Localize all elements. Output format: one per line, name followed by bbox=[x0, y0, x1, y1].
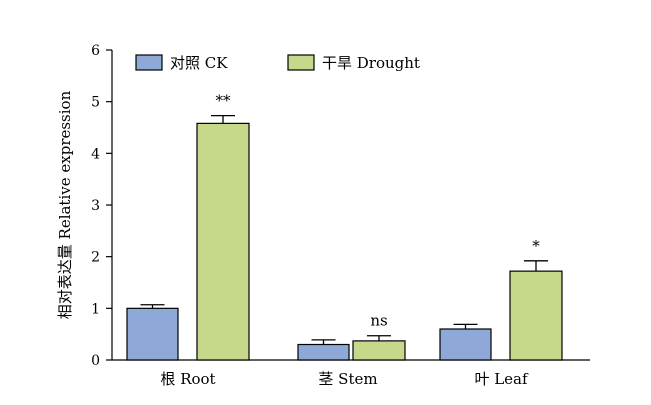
y-tick-label: 0 bbox=[91, 353, 100, 369]
legend-label: 对照 CK bbox=[170, 54, 228, 72]
x-tick-label: 根 Root bbox=[160, 370, 215, 388]
y-tick-label: 5 bbox=[91, 95, 100, 111]
y-axis-label: 相对表达量 Relative expression bbox=[56, 90, 74, 319]
y-tick-label: 3 bbox=[91, 198, 100, 214]
bar bbox=[509, 270, 563, 361]
bar bbox=[352, 340, 406, 361]
bar bbox=[126, 307, 179, 361]
bars: ** ns * bbox=[126, 92, 563, 361]
legend-label: 干旱 Drought bbox=[322, 54, 420, 72]
y-tick-label: 1 bbox=[91, 301, 100, 317]
legend-swatch bbox=[287, 54, 315, 71]
x-tick-label: 茎 Stem bbox=[318, 370, 377, 388]
y-tick-label: 2 bbox=[91, 250, 100, 266]
y-tick-label: 6 bbox=[91, 43, 100, 59]
bar bbox=[297, 343, 350, 361]
bar bbox=[439, 328, 492, 361]
significance-label: ** bbox=[216, 92, 232, 110]
y-ticks: 0 1 2 3 4 5 6 bbox=[91, 43, 112, 369]
y-tick-label: 4 bbox=[91, 146, 100, 162]
legend: 对照 CK 干旱 Drought bbox=[135, 54, 420, 72]
bar bbox=[196, 122, 250, 361]
x-tick-label: 叶 Leaf bbox=[474, 370, 529, 388]
significance-label: ns bbox=[370, 312, 387, 330]
legend-swatch bbox=[135, 54, 163, 71]
significance-label: * bbox=[532, 237, 540, 255]
x-tick-labels: 根 Root 茎 Stem 叶 Leaf bbox=[160, 370, 529, 388]
